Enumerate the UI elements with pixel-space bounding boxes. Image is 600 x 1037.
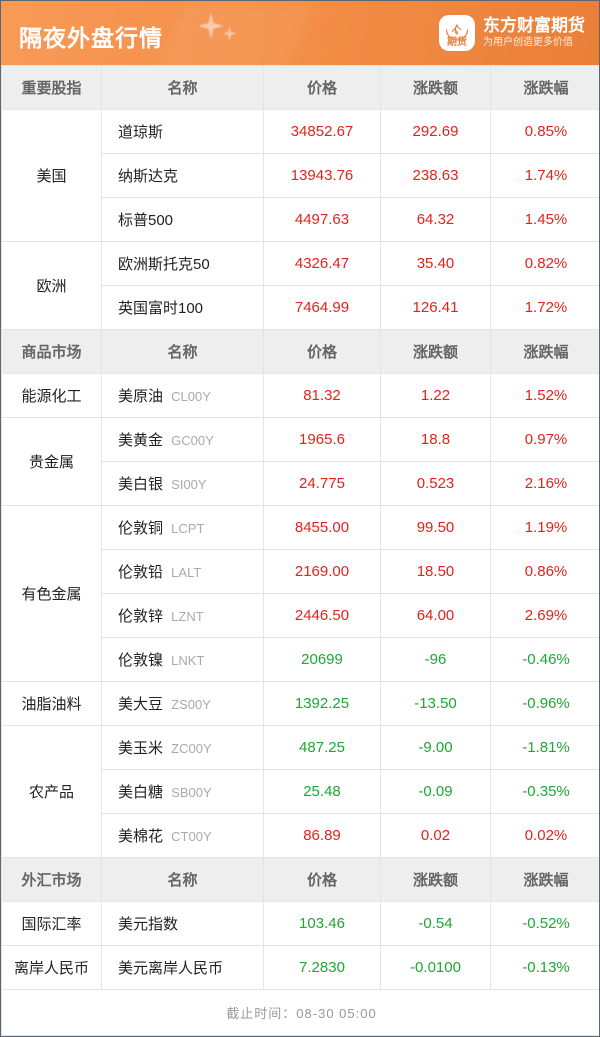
svg-text:期货: 期货 xyxy=(447,35,467,48)
